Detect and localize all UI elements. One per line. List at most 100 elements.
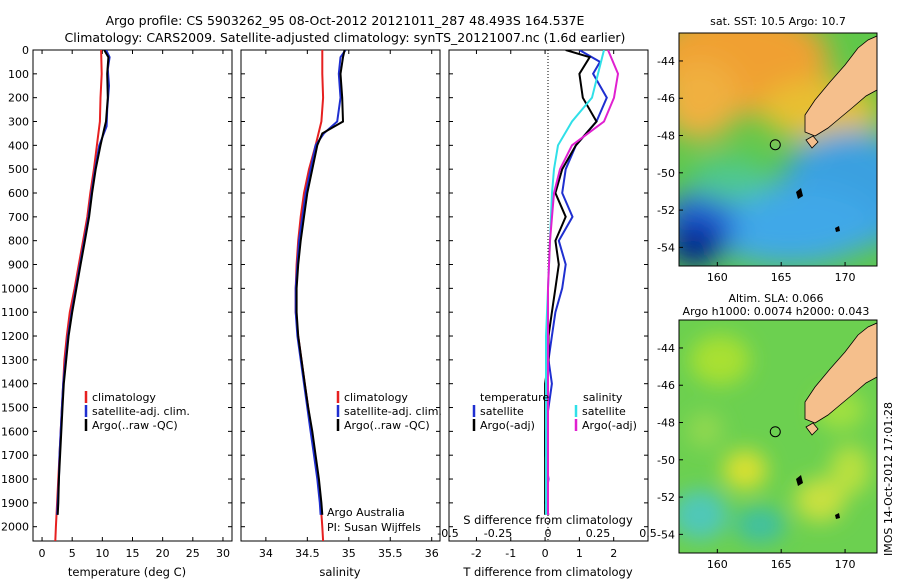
x-tick-label: 2 (610, 547, 617, 560)
lat-tick-label: -54 (657, 241, 675, 254)
legend-label-argo: Argo(..raw -QC) (92, 419, 178, 432)
top-tick-label: -0.25 (484, 527, 512, 540)
depth-tick-label: 1500 (1, 402, 29, 415)
x-tick-label: 35 (342, 547, 356, 560)
legend-label-t-argo: Argo(-adj) (480, 419, 535, 432)
x-tick-label: 0 (542, 547, 549, 560)
legend-label-t-satellite: satellite (480, 405, 524, 418)
x-tick-label: 36 (425, 547, 439, 560)
difference-top-xlabel: S difference from climatology (463, 513, 633, 527)
lat-tick-label: -46 (657, 379, 675, 392)
legend-label-climatology: climatology (92, 391, 156, 404)
sla-field (679, 335, 870, 543)
series-line-argo--adj- (547, 50, 620, 515)
sst-map-frame (678, 32, 878, 267)
lat-tick-label: -46 (657, 92, 675, 105)
lat-tick-label: -48 (657, 417, 675, 430)
lon-tick-label: 170 (835, 271, 856, 284)
depth-tick-label: 1400 (1, 378, 29, 391)
sst-lon-axis: 160 165 170 (707, 262, 856, 284)
lon-tick-label: 160 (707, 271, 728, 284)
legend-label-satellite: satellite-adj. clim. (92, 405, 190, 418)
depth-tick-label: 1800 (1, 473, 29, 486)
series-line-argo---raw--qc- (56, 50, 110, 515)
series-line-argo---raw--qc- (295, 50, 346, 515)
x-tick-label: -1 (505, 547, 516, 560)
temperature-legend: climatology satellite-adj. clim. Argo(..… (84, 391, 190, 432)
temperature-plot-frame (32, 49, 233, 542)
x-tick-label: 1 (576, 547, 583, 560)
sst-field (679, 33, 877, 266)
x-tick-label: 10 (95, 547, 109, 560)
x-tick-label: 20 (156, 547, 170, 560)
salinity-plot-frame (240, 49, 441, 542)
temperature-series (54, 50, 111, 541)
difference-xlabel: T difference from climatology (462, 565, 633, 579)
x-tick-label: 30 (216, 547, 230, 560)
land-campbell-island (835, 226, 840, 232)
land-stewart-island (805, 135, 819, 149)
x-tick-label: 0 (39, 547, 46, 560)
difference-top-axis: -0.5 -0.25 0 0.25 0.5 (437, 527, 656, 540)
sst-lat-axis: -44 -46 -48 -50 -52 -54 (657, 55, 683, 254)
salinity-x-axis: 34 34.5 35 35.5 36 (259, 50, 439, 560)
depth-tick-label: 1300 (1, 354, 29, 367)
argo-location-marker (769, 426, 781, 438)
title-line-1: Argo profile: CS 5903262_95 08-Oct-2012 … (106, 13, 585, 28)
argo-location-marker (769, 139, 781, 151)
x-tick-label: -2 (471, 547, 482, 560)
lon-tick-label: 160 (707, 558, 728, 571)
land-campbell-island (835, 513, 840, 519)
depth-tick-label: 1900 (1, 497, 29, 510)
depth-tick-label: 0 (22, 44, 29, 57)
depth-tick-label: 600 (8, 187, 29, 200)
sla-map-frame (678, 319, 878, 554)
lat-tick-label: -50 (657, 454, 675, 467)
lat-tick-label: -52 (657, 204, 675, 217)
land-auckland-islands (796, 475, 803, 486)
legend-label-s-satellite: satellite (582, 405, 626, 418)
legend-group-temperature: temperature (480, 391, 549, 404)
sla-lon-axis: 160 165 170 (707, 549, 856, 571)
x-tick-label: 15 (126, 547, 140, 560)
depth-tick-label: 700 (8, 211, 29, 224)
depth-tick-label: 200 (8, 92, 29, 105)
depth-tick-label: 100 (8, 68, 29, 81)
land-south-island (804, 35, 877, 137)
legend-group-salinity: salinity (583, 391, 623, 404)
salinity-legend: climatology satellite-adj. clim. Argo(..… (336, 391, 442, 432)
top-tick-label: 0.5 (639, 527, 657, 540)
annotation-argo-australia: Argo Australia (327, 506, 405, 519)
lon-tick-label: 165 (771, 558, 792, 571)
legend-label-argo: Argo(..raw -QC) (344, 419, 430, 432)
depth-tick-label: 1600 (1, 425, 29, 438)
temperature-panel: 0100200300400500600700800900100011001200… (1, 44, 233, 579)
depth-tick-label: 2000 (1, 521, 29, 534)
sst-map-title: sat. SST: 10.5 Argo: 10.7 (710, 15, 846, 28)
legend-label-climatology: climatology (344, 391, 408, 404)
difference-depth-ticks (449, 49, 648, 528)
lat-tick-label: -48 (657, 130, 675, 143)
salinity-panel: 34 34.5 35 35.5 36 salinity climatology sate… (240, 49, 442, 579)
top-tick-label: 0.25 (586, 527, 611, 540)
title-line-2: Climatology: CARS2009. Satellite-adjuste… (65, 30, 626, 45)
sla-map: Altim. SLA: 0.066 Argo h1000: 0.0074 h20… (657, 292, 878, 571)
legend-label-satellite: satellite-adj. clim. (344, 405, 442, 418)
land-stewart-island (805, 422, 819, 436)
depth-tick-label: 1200 (1, 330, 29, 343)
difference-series (544, 50, 620, 516)
lon-tick-label: 165 (771, 271, 792, 284)
temperature-xlabel: temperature (deg C) (68, 565, 186, 579)
sla-map-title: Altim. SLA: 0.066 (728, 292, 823, 305)
salinity-xlabel: salinity (319, 565, 360, 579)
lat-tick-label: -52 (657, 491, 675, 504)
lat-tick-label: -44 (657, 342, 675, 355)
x-tick-label: 5 (69, 547, 76, 560)
difference-panel: -2 -1 0 1 2 -0.5 -0.25 0 0.25 0.5 T difference f… (437, 49, 657, 579)
x-tick-label: 34 (259, 547, 273, 560)
sst-map: sat. SST: 10.5 Argo: 10.7 160 165 170 -44-… (657, 15, 878, 284)
depth-tick-label: 1000 (1, 282, 29, 295)
land-auckland-islands (796, 188, 803, 199)
lat-tick-label: -54 (657, 528, 675, 541)
